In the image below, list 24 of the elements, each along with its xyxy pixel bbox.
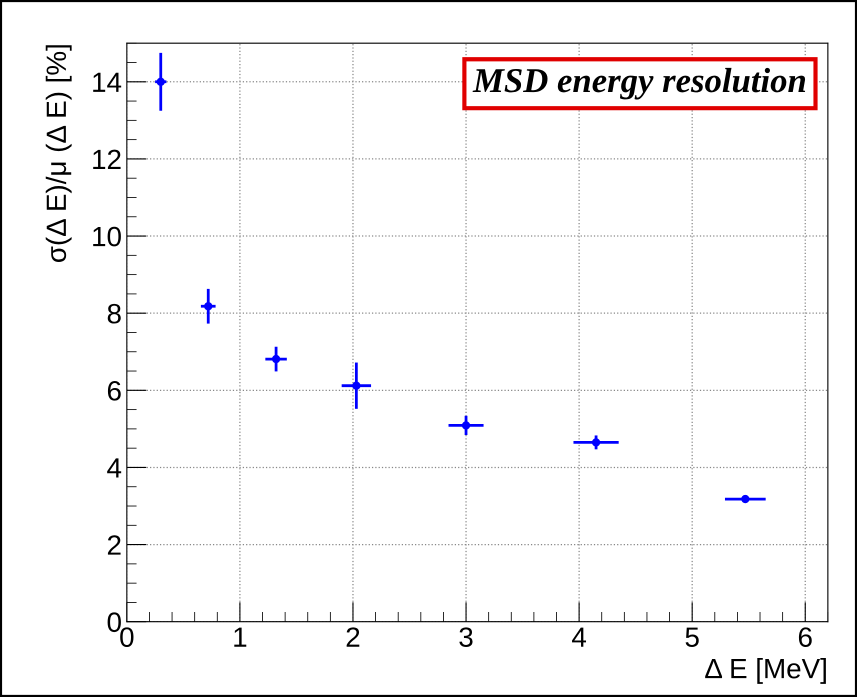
point (462, 421, 470, 430)
y-tick-label: 8 (108, 304, 121, 324)
x-axis-title: Δ E [MeV] (705, 658, 826, 684)
y-tick-label: 0 (108, 612, 121, 632)
y-tick-label: 10 (93, 226, 121, 246)
y-axis-title: σ(Δ E)/μ (Δ E) [%] (46, 45, 72, 262)
x-tick-label: 3 (459, 627, 473, 647)
point (156, 78, 165, 86)
point (592, 438, 600, 447)
x-tick-label: 2 (346, 627, 360, 647)
y-tick-label: 14 (93, 72, 122, 92)
y-tick-label: 4 (107, 458, 122, 478)
x-tick-label: 4 (572, 628, 586, 647)
x-tick-label: 5 (686, 628, 699, 647)
x-tick-label: 6 (798, 627, 812, 647)
point (352, 382, 361, 390)
y-tick-label: 12 (93, 150, 121, 169)
point (204, 302, 212, 310)
y-tick-label: 6 (108, 380, 121, 401)
point (272, 354, 280, 364)
x-tick-label: 1 (234, 628, 246, 647)
text: MSD energy resolution (472, 68, 806, 100)
point (741, 494, 750, 504)
y-tick-label: 2 (108, 535, 121, 555)
